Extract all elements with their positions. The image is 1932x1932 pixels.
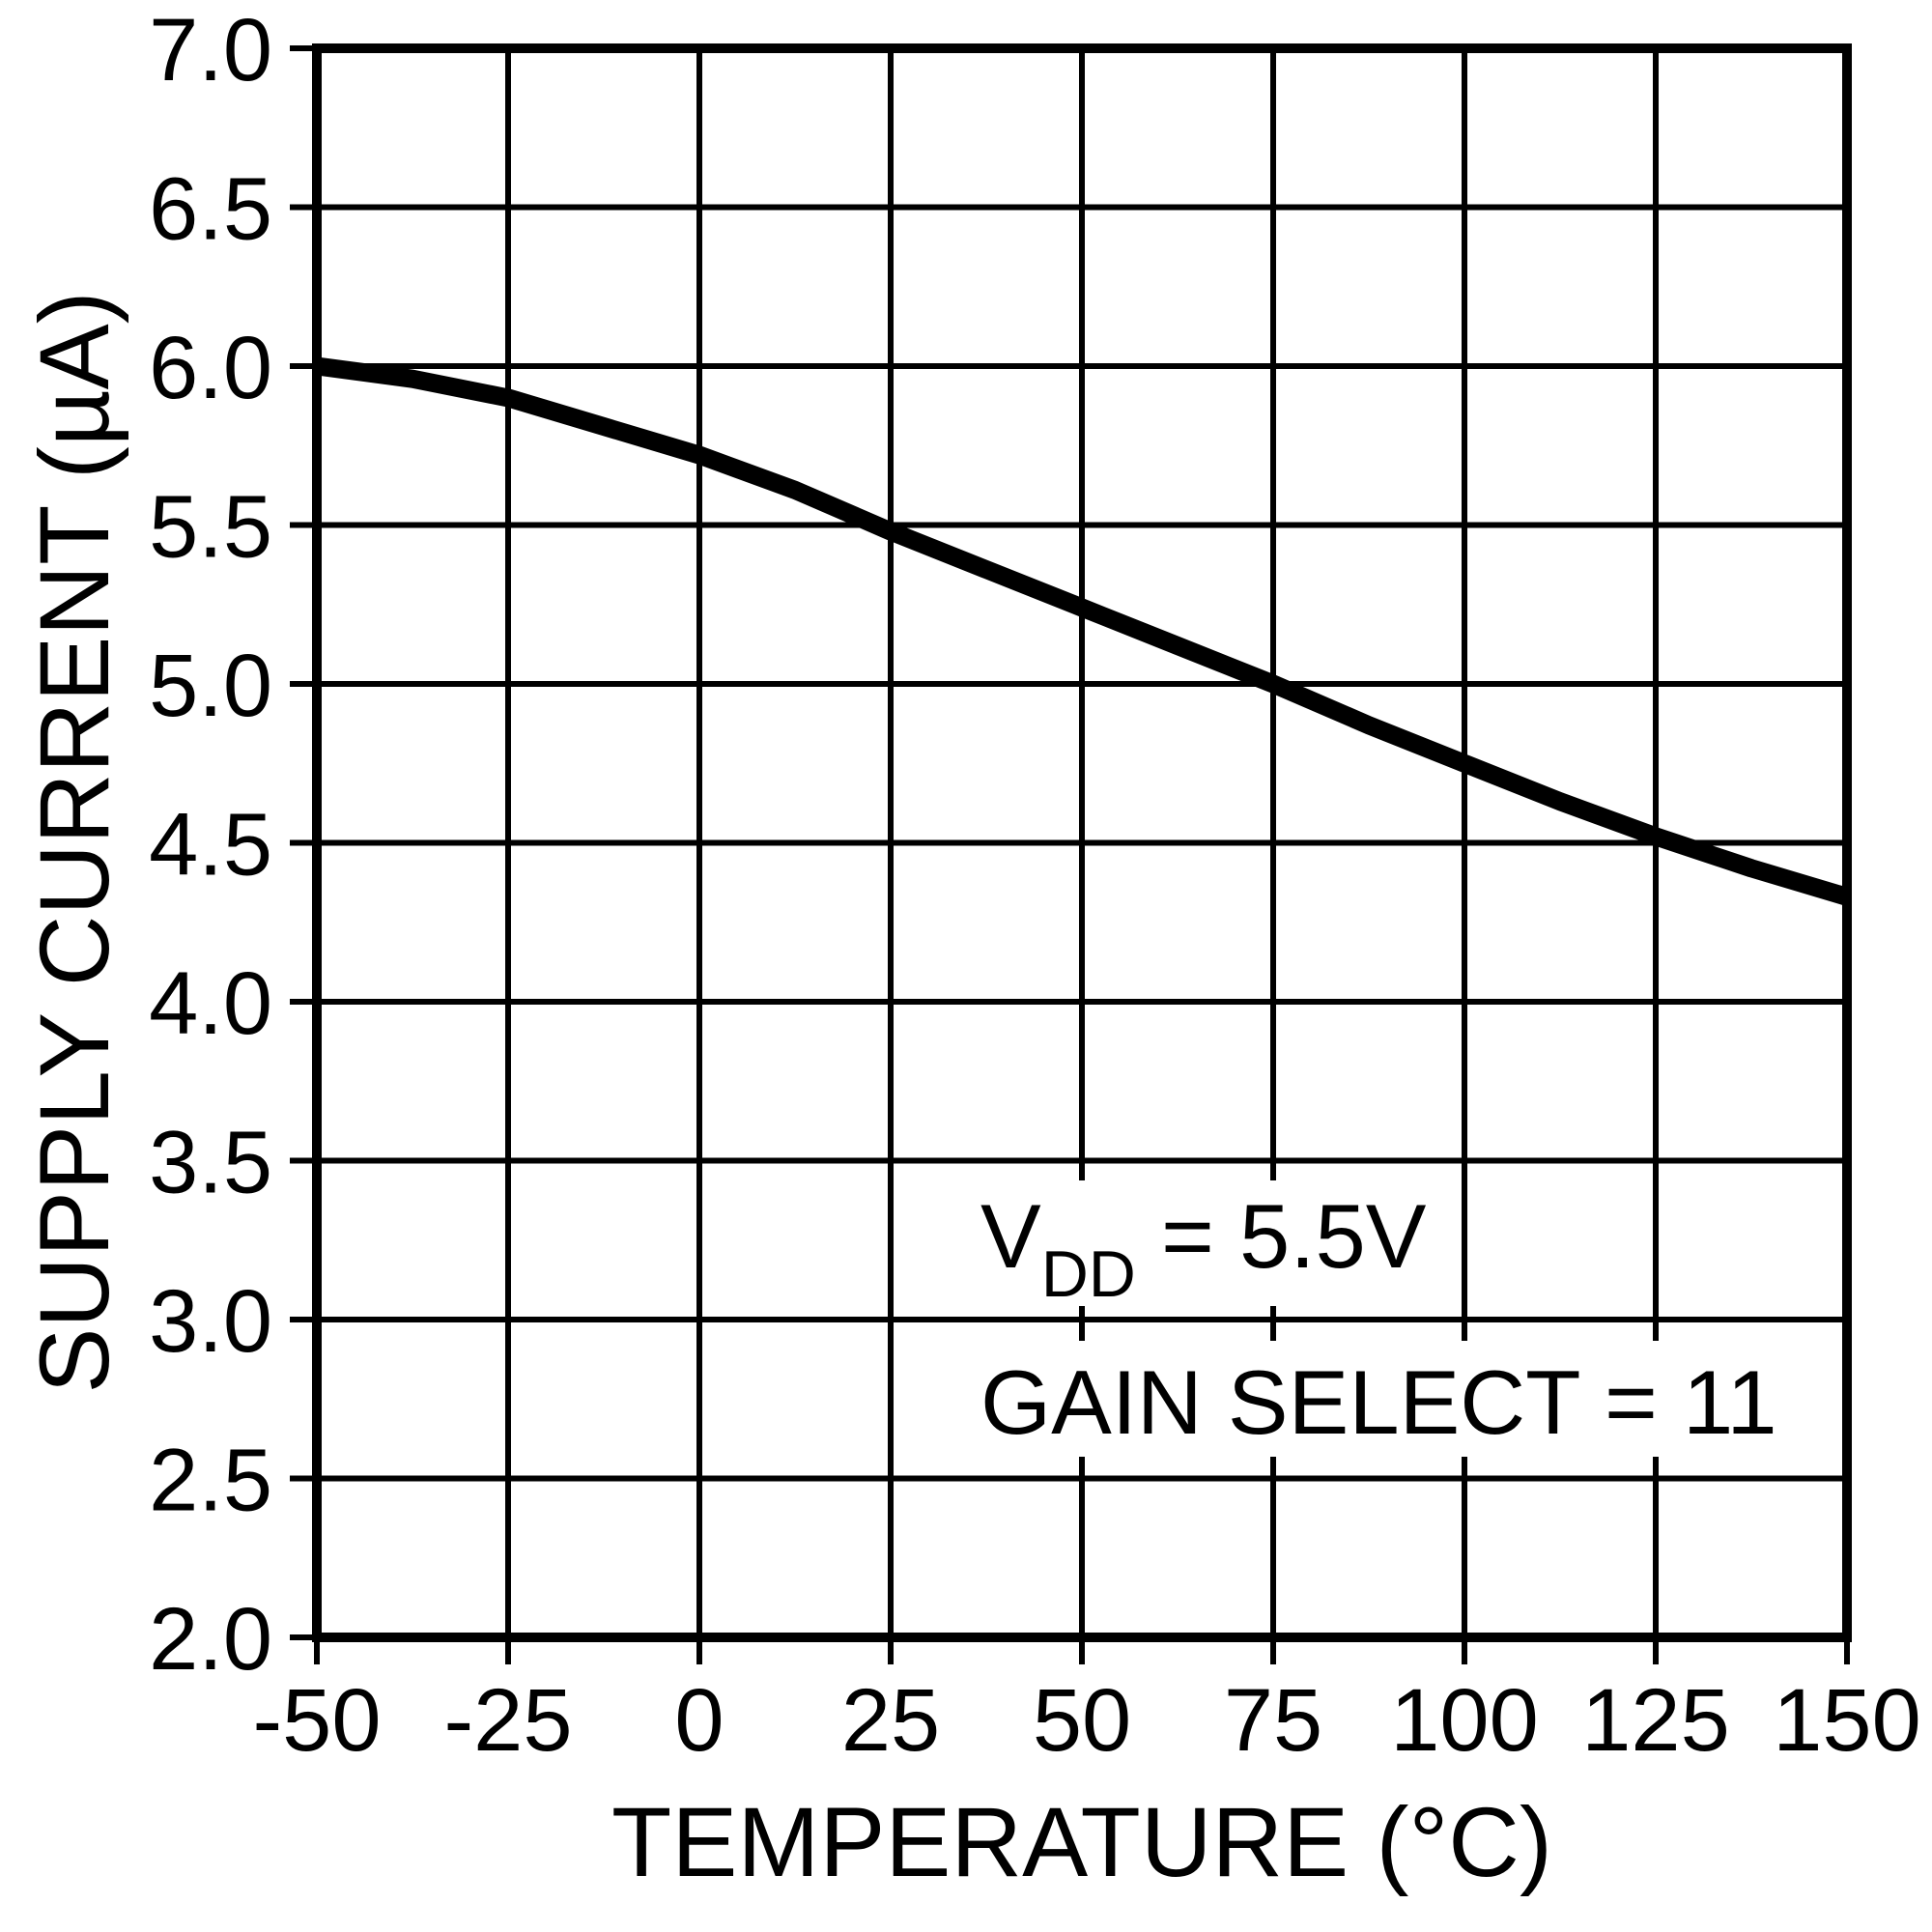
x-tick-marks (314, 1637, 1850, 1664)
y-tick-marks (290, 45, 317, 1640)
x-tick-label: 75 (1224, 1671, 1322, 1770)
y-tick-label: 7.0 (149, 1, 272, 99)
y-tick-label: 3.0 (149, 1272, 272, 1371)
x-tick-label: -50 (253, 1671, 382, 1770)
x-tick-label: 150 (1773, 1671, 1921, 1770)
x-tick-label: 25 (841, 1671, 940, 1770)
y-axis-title: SUPPLY CURRENT (µA) (19, 291, 129, 1393)
y-tick-label: 6.0 (149, 319, 272, 417)
x-tick-label: 0 (674, 1671, 724, 1770)
y-tick-label: 5.0 (149, 637, 272, 735)
y-tick-label: 2.5 (149, 1432, 272, 1530)
y-tick-label: 4.0 (149, 954, 272, 1053)
y-tick-label: 6.5 (149, 160, 272, 259)
y-tick-label: 3.5 (149, 1114, 272, 1212)
x-tick-label: 100 (1390, 1671, 1539, 1770)
y-gridlines (317, 45, 1847, 1640)
vdd-symbol: V (980, 1185, 1041, 1287)
x-axis-title: TEMPERATURE (°C) (611, 1787, 1552, 1897)
gain-select-annotation: GAIN SELECT = 11 (980, 1351, 1777, 1453)
vdd-value: = 5.5V (1136, 1185, 1427, 1287)
y-tick-label: 2.0 (149, 1590, 272, 1689)
vdd-annotation-background (966, 1180, 1441, 1306)
x-tick-label: -25 (444, 1671, 573, 1770)
gain-annotation-background (966, 1341, 1799, 1457)
x-tick-label: 50 (1033, 1671, 1131, 1770)
y-tick-labels: 7.0 6.5 6.0 5.5 5.0 4.5 4.0 3.5 3.0 2.5 2.0 (149, 1, 272, 1689)
x-tick-label: 125 (1581, 1671, 1730, 1770)
vdd-subscript: DD (1041, 1237, 1136, 1311)
vdd-annotation: VDD = 5.5V (980, 1185, 1427, 1311)
x-tick-labels: -50 -25 0 25 50 75 100 125 150 (253, 1671, 1921, 1770)
y-tick-label: 5.5 (149, 478, 272, 577)
supply-current-curve (315, 356, 1850, 906)
y-tick-label: 4.5 (149, 796, 272, 895)
